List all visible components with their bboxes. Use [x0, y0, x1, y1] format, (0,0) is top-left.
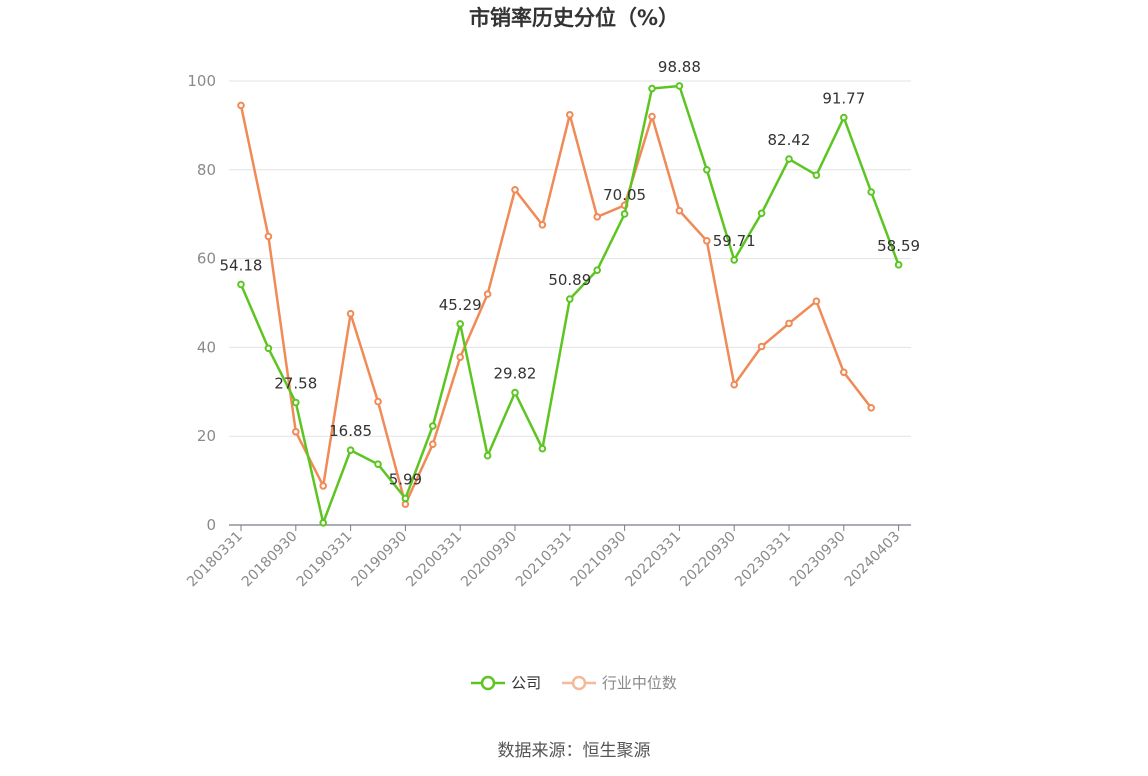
y-tick-label: 80	[197, 161, 216, 179]
series-layer	[237, 82, 903, 527]
x-tick-label: 20180331	[184, 529, 246, 591]
series-line-industry	[239, 105, 873, 506]
label-layer: 54.18 27.58 16.85 5.99 45.29 29.82 50.89 70.05 9…	[220, 58, 921, 488]
data-point-industry	[648, 112, 656, 121]
data-point-industry	[429, 440, 437, 448]
x-tick-label: 20210331	[513, 529, 575, 591]
data-point-company	[292, 398, 300, 407]
data-point-industry	[785, 319, 793, 328]
x-tick-label: 20220331	[623, 529, 685, 591]
legend-label-company: 公司	[511, 674, 542, 692]
data-point-industry	[812, 297, 821, 306]
data-point-industry	[346, 309, 355, 318]
data-point-industry	[757, 342, 766, 351]
data-label: 54.18	[220, 256, 263, 274]
data-label: 29.82	[494, 365, 537, 383]
data-point-company	[483, 451, 492, 460]
axis-layer: 0 20 40 60 80 100 2018033120180930201903312019…	[184, 72, 911, 590]
data-point-company	[319, 518, 328, 527]
series-line-company	[239, 84, 900, 525]
data-point-company	[538, 444, 547, 453]
data-point-company	[730, 256, 739, 264]
data-point-industry	[456, 353, 465, 361]
data-point-company	[264, 344, 273, 353]
y-tick-label: 60	[197, 250, 216, 268]
legend-label-industry: 行业中位数	[601, 674, 677, 692]
data-label: 70.05	[603, 186, 646, 204]
data-point-company	[346, 446, 355, 454]
data-point-industry	[840, 368, 848, 377]
data-point-industry	[511, 185, 519, 194]
data-point-company	[429, 422, 437, 430]
data-point-company	[703, 166, 711, 174]
data-label: 50.89	[548, 271, 591, 289]
data-point-industry	[374, 397, 382, 406]
data-label: 58.59	[877, 237, 920, 255]
x-tick-label: 20220930	[677, 529, 739, 591]
x-tick-label: 20180930	[239, 529, 301, 591]
data-point-industry	[538, 221, 547, 229]
legend-company-marker	[471, 675, 506, 690]
data-label: 16.85	[329, 422, 372, 440]
data-point-company	[812, 171, 821, 179]
legend-industry-marker	[561, 675, 596, 690]
y-tick-label: 20	[197, 427, 216, 445]
x-tick-label: 20240403	[842, 529, 904, 591]
chart-title: 市销率历史分位（%）	[468, 6, 680, 30]
grid-layer	[229, 80, 911, 437]
x-tick-label: 20230930	[787, 529, 849, 591]
data-point-industry	[566, 110, 574, 119]
data-point-industry	[264, 232, 273, 241]
data-point-company	[374, 460, 382, 468]
data-point-industry	[483, 290, 492, 298]
data-point-company	[566, 295, 574, 303]
x-tick-label: 20200930	[458, 529, 520, 591]
data-label: 98.88	[658, 58, 701, 76]
data-point-industry	[703, 237, 711, 245]
data-label: 91.77	[822, 90, 865, 108]
x-tick-label: 20210930	[568, 529, 630, 591]
data-point-industry	[237, 101, 245, 110]
x-tick-label: 20190331	[294, 529, 356, 591]
data-point-company	[894, 261, 903, 269]
data-point-industry	[867, 403, 876, 412]
data-point-company	[757, 209, 766, 218]
x-tick-label: 20230331	[732, 529, 794, 591]
data-point-company	[785, 155, 793, 163]
data-point-company	[237, 280, 245, 289]
data-point-industry	[292, 427, 300, 436]
data-point-company	[867, 188, 876, 196]
data-label: 59.71	[713, 232, 756, 250]
y-tick-label: 100	[187, 72, 216, 90]
data-label: 27.58	[274, 375, 317, 393]
data-point-industry	[675, 206, 684, 215]
data-point-industry	[319, 482, 328, 490]
data-point-company	[648, 84, 656, 93]
data-point-company	[620, 210, 629, 218]
data-point-industry	[730, 380, 739, 389]
data-label: 45.29	[439, 296, 482, 314]
legend: 公司 行业中位数	[0, 672, 1148, 695]
x-tick-label: 20200331	[403, 529, 465, 591]
data-point-company	[675, 82, 684, 90]
y-tick-label: 40	[197, 338, 216, 356]
data-point-company	[456, 320, 465, 328]
data-point-industry	[593, 213, 602, 221]
legend-item-company[interactable]: 公司	[471, 672, 541, 693]
data-point-company	[511, 388, 519, 397]
data-point-company	[840, 113, 848, 122]
data-label: 82.42	[768, 131, 811, 149]
data-label: 5.99	[389, 470, 422, 488]
data-point-company	[593, 266, 602, 274]
legend-item-industry[interactable]: 行业中位数	[561, 672, 677, 693]
x-tick-label: 20190930	[349, 529, 411, 591]
data-point-company	[401, 494, 410, 503]
data-source: 数据来源：恒生聚源	[497, 741, 651, 761]
y-tick-label: 0	[206, 516, 216, 534]
